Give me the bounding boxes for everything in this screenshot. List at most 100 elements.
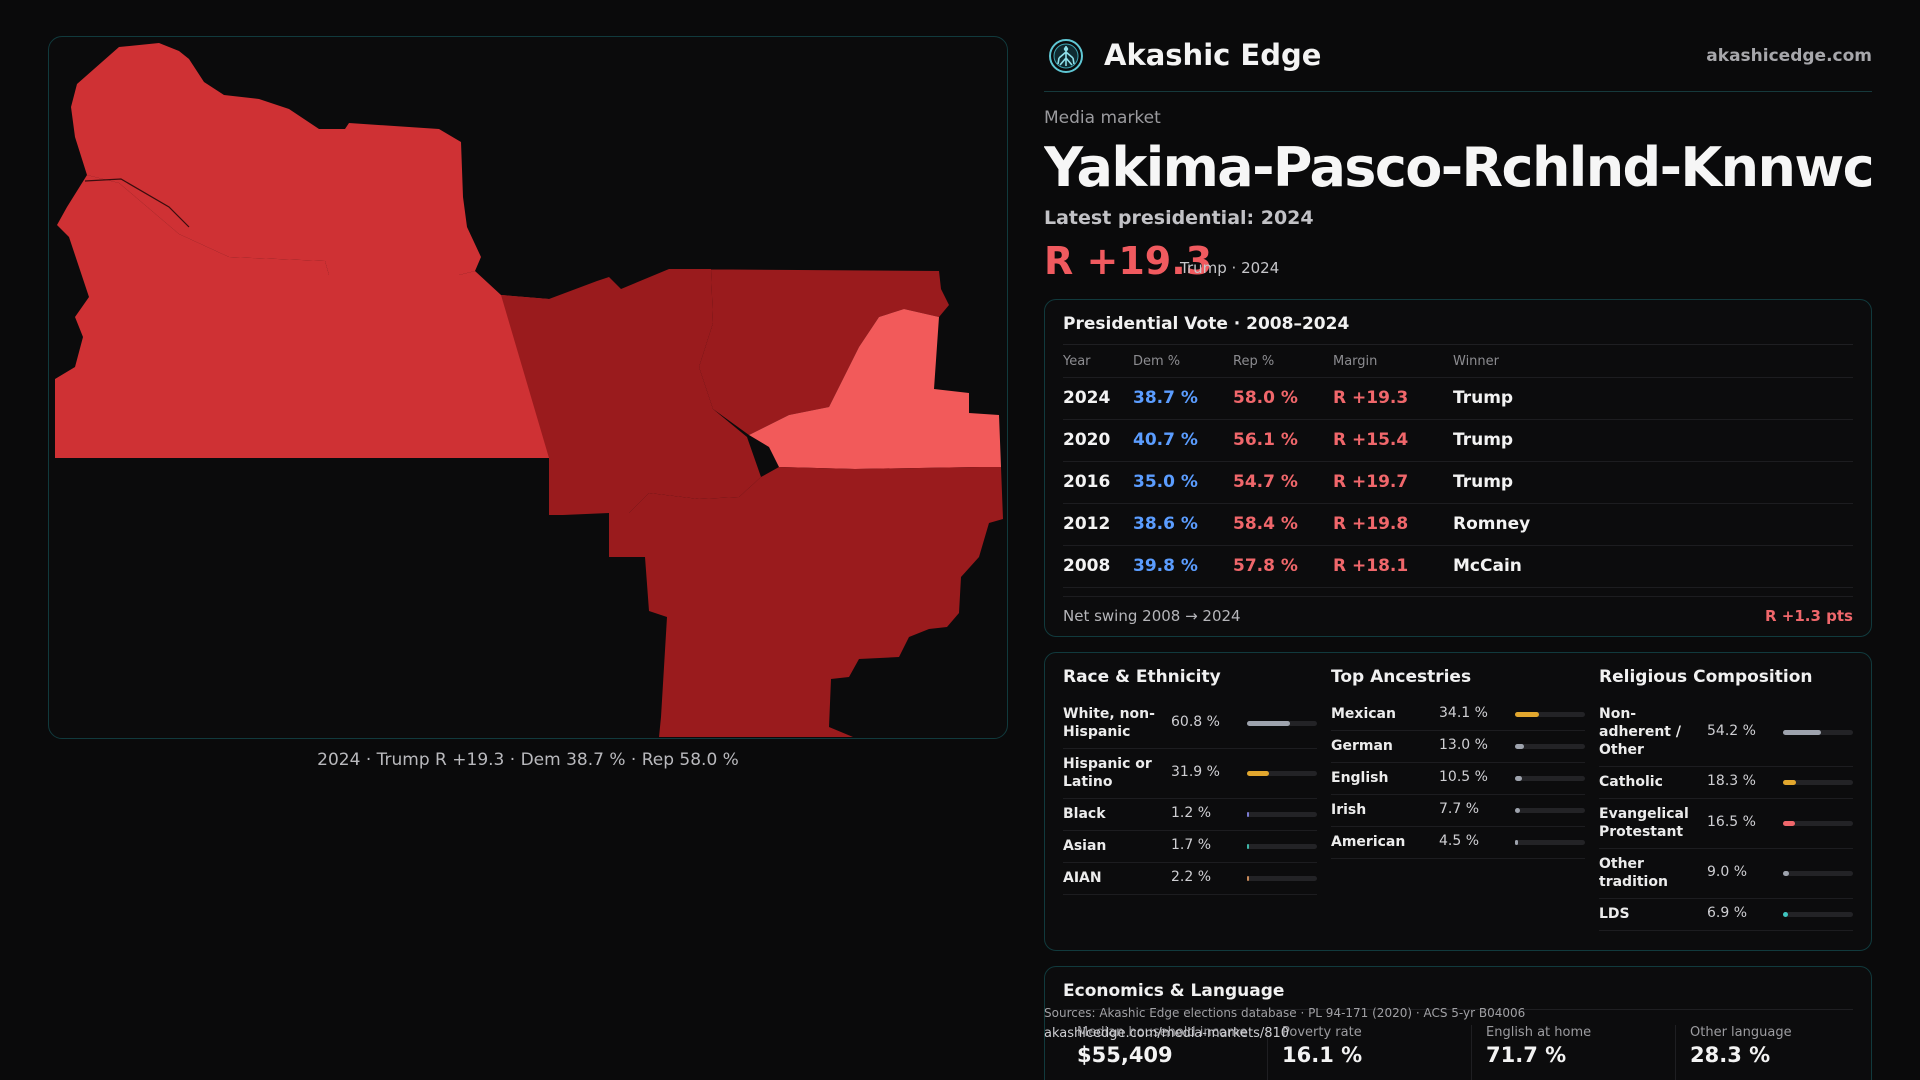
vote-dem-pct: 39.8 % [1133,545,1233,588]
brand-url[interactable]: akashicedge.com [1706,46,1872,66]
race-value: 1.7 % [1171,837,1212,853]
vote-dem-pct: 38.6 % [1133,503,1233,546]
ancestry-value: 10.5 % [1439,769,1488,785]
ancestry-value: 4.5 % [1439,833,1480,849]
ancestry-row: German 13.0 % [1331,731,1585,763]
vote-card-title: Presidential Vote · 2008–2024 [1063,314,1853,345]
vote-winner: Romney [1453,503,1853,546]
race-bar-fill [1247,844,1249,849]
vote-year: 2020 [1063,419,1133,462]
vote-row: 2020 40.7 % 56.1 % R +15.4 Trump [1063,419,1853,462]
religion-row: Catholic 18.3 % [1599,767,1853,799]
headline-margin-value: R +19.3 [1044,239,1213,283]
religion-value: 16.5 % [1707,814,1756,830]
vote-rep-pct: 58.4 % [1233,503,1333,546]
econ-title: Economics & Language [1063,981,1853,1010]
map-county-northeast[interactable] [669,269,949,435]
religion-bar-fill [1783,821,1795,826]
col-header-margin: Margin [1333,347,1453,378]
race-ethnicity-section: Race & Ethnicity White, non-Hispanic 60.8… [1063,667,1317,895]
vote-rep-pct: 54.7 % [1233,461,1333,504]
map-panel [48,36,1008,739]
net-swing-label: Net swing 2008 → 2024 [1063,607,1241,625]
econ-label: Poverty rate [1282,1025,1362,1040]
religion-bar-fill [1783,912,1788,917]
ancestry-label: English [1331,770,1389,786]
vote-margin: R +19.8 [1333,503,1453,546]
religion-bar [1783,912,1853,917]
religion-row: Other tradition 9.0 % [1599,849,1853,899]
source-url-link[interactable]: akashicedge.com/media-markets/810 [1044,1026,1290,1041]
religion-value: 18.3 % [1707,773,1756,789]
ancestry-bar-fill [1515,808,1521,813]
vote-winner: Trump [1453,419,1853,462]
race-bar [1247,721,1317,726]
vote-year: 2024 [1063,377,1133,420]
religion-bar [1783,821,1853,826]
vote-dem-pct: 35.0 % [1133,461,1233,504]
map-county-south[interactable] [609,467,1003,737]
econ-value: 71.7 % [1486,1043,1567,1067]
econ-label: Other language [1690,1025,1792,1040]
demographics-card: Race & Ethnicity White, non-Hispanic 60.8… [1044,652,1872,951]
econ-label: English at home [1486,1025,1592,1040]
detail-panel: Akashic Edge akashicedge.com Media marke… [1044,34,1872,1080]
brand-name[interactable]: Akashic Edge [1104,38,1322,72]
ancestry-section: Top Ancestries Mexican 34.1 % German 13.0 %… [1331,667,1585,859]
religion-title: Religious Composition [1599,667,1813,687]
econ-grid: Median household income $55,409 Poverty ra… [1063,1025,1853,1080]
ancestry-value: 34.1 % [1439,705,1488,721]
vote-margin: R +15.4 [1333,419,1453,462]
ancestry-value: 13.0 % [1439,737,1488,753]
religion-bar-fill [1783,871,1790,876]
race-row: White, non-Hispanic 60.8 % [1063,699,1317,749]
tree-of-life-icon[interactable] [1048,38,1084,74]
race-bar-fill [1247,812,1249,817]
headline-margin-sub: Trump · 2024 [1180,259,1280,277]
col-header-winner: Winner [1453,347,1853,378]
ancestry-row: Mexican 34.1 % [1331,699,1585,731]
vote-row: 2024 38.7 % 58.0 % R +19.3 Trump [1063,377,1853,420]
ancestry-title: Top Ancestries [1331,667,1472,687]
race-value: 31.9 % [1171,764,1220,780]
religion-value: 6.9 % [1707,905,1748,921]
ancestry-value: 7.7 % [1439,801,1480,817]
race-bar-fill [1247,771,1270,776]
net-swing-row: Net swing 2008 → 2024 R +1.3 pts [1063,596,1853,625]
map-county-west[interactable] [55,175,549,458]
race-title: Race & Ethnicity [1063,667,1221,687]
ancestry-label: Mexican [1331,706,1396,722]
race-label: Black [1063,806,1106,822]
vote-dem-pct: 40.7 % [1133,419,1233,462]
race-row: Hispanic or Latino 31.9 % [1063,749,1317,799]
map-county-central[interactable] [501,269,761,515]
map-county-northwest[interactable] [71,43,481,275]
ancestry-bar-fill [1515,840,1519,845]
race-row: AIAN 2.2 % [1063,863,1317,895]
vote-table-body: 2024 38.7 % 58.0 % R +19.3 Trump 2020 40.7 % 56… [1063,377,1853,588]
net-swing-value: R +1.3 pts [1765,607,1853,625]
ancestry-bar [1515,712,1585,717]
vote-dem-pct: 38.7 % [1133,377,1233,420]
vote-winner: Trump [1453,377,1853,420]
religion-bar [1783,871,1853,876]
religion-label: Evangelical Protestant [1599,806,1689,840]
vote-winner: McCain [1453,545,1853,588]
map-county-east[interactable] [749,309,1001,469]
religion-label: Other tradition [1599,856,1668,890]
vote-margin: R +18.1 [1333,545,1453,588]
headline-margin: R +19.3 Trump · 2024 [1044,239,1872,285]
economics-card: Economics & Language Median household in… [1044,966,1872,1080]
religion-row: LDS 6.9 % [1599,899,1853,931]
ancestry-bar-fill [1515,712,1539,717]
brand-header: Akashic Edge akashicedge.com [1044,34,1872,92]
ancestry-label: German [1331,738,1393,754]
ancestry-label: American [1331,834,1406,850]
market-map [55,43,1003,737]
race-row: Black 1.2 % [1063,799,1317,831]
ancestry-row: American 4.5 % [1331,827,1585,859]
econ-cell: Median household income $55,409 [1063,1025,1253,1080]
ancestry-bar [1515,808,1585,813]
col-header-year: Year [1063,347,1133,378]
presidential-vote-card: Presidential Vote · 2008–2024 Year Dem %… [1044,299,1872,637]
